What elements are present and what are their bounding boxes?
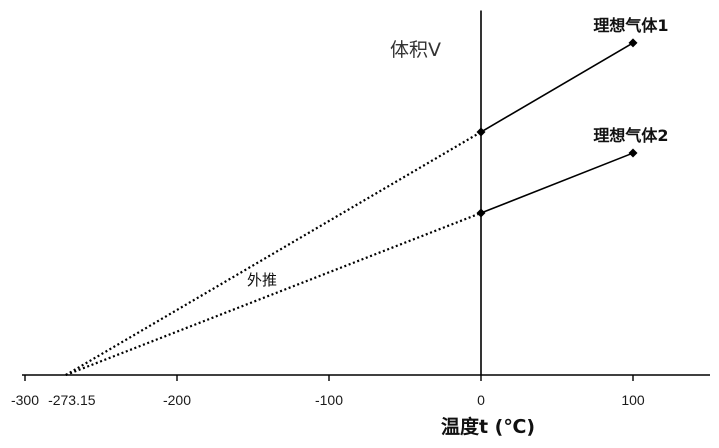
series-2-diamond-marker: [628, 148, 638, 158]
series-2-dotted-segment: [65, 211, 482, 377]
series-1-solid-segment: [480, 42, 634, 133]
x-tick-label: -300: [11, 392, 39, 408]
series-1-diamond-marker: [476, 127, 486, 137]
x-tick-label: -100: [315, 392, 343, 408]
x-tick-label: 100: [621, 392, 645, 408]
x-tick-label: -200: [163, 392, 191, 408]
series-2-diamond-marker: [476, 208, 486, 218]
x-tick-label: -273.15: [48, 392, 96, 408]
x-tick-label: 0: [477, 392, 485, 408]
series-1-diamond-marker: [628, 38, 638, 48]
series-1-dotted-segment: [65, 131, 482, 376]
series-1-label: 理想气体1: [593, 16, 668, 35]
y-axis-title: 体积V: [390, 39, 441, 61]
series-2-label: 理想气体2: [593, 126, 668, 145]
extrapolation-annotation: 外推: [247, 271, 277, 289]
x-axis-title: 温度t (℃): [441, 415, 535, 438]
plot-area: -300 -273.15 -200 -100 0 100 理想气体1 理想气体2: [11, 10, 710, 408]
series-2-solid-segment: [480, 152, 634, 214]
